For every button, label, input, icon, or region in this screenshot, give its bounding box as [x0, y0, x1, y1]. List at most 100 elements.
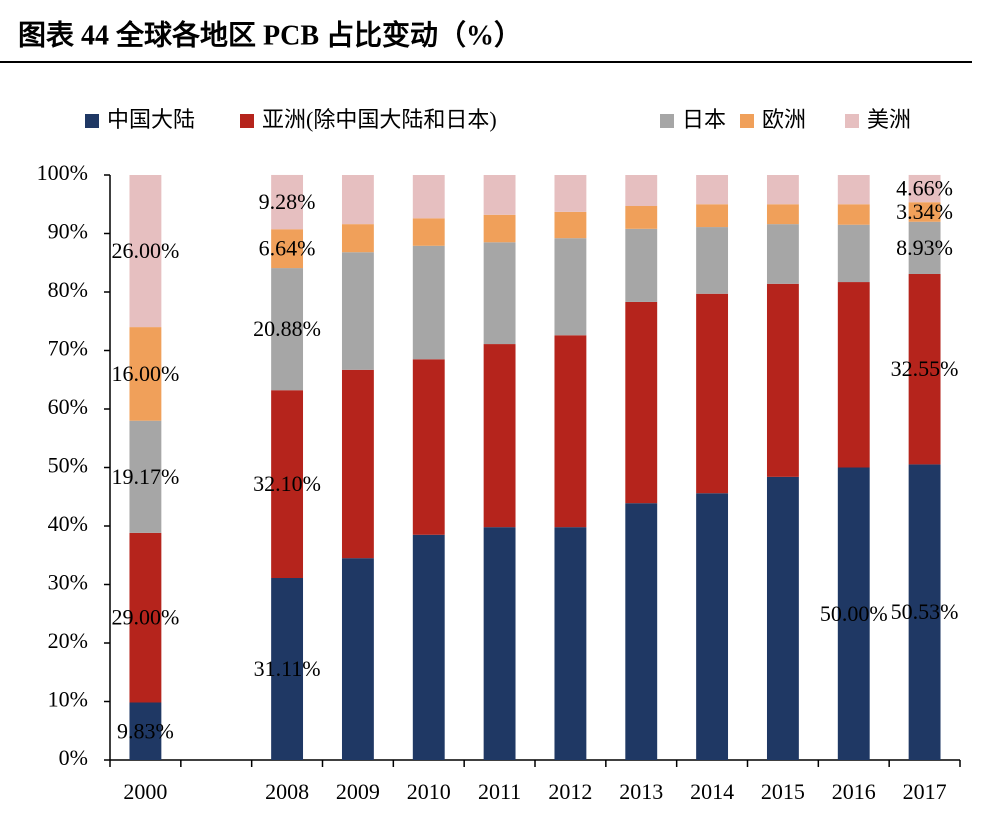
bar-segment [412, 534, 445, 760]
bar-segment [412, 218, 445, 246]
bar-segment [341, 558, 374, 760]
bar-segment [625, 301, 658, 504]
legend-swatch [740, 114, 754, 128]
x-tick-label: 2017 [903, 779, 947, 804]
x-tick-label: 2011 [478, 779, 521, 804]
chart-title: 图表 44 全球各地区 PCB 占比变动（%） [18, 18, 522, 51]
bar-segment [483, 175, 516, 215]
bar-segment [908, 174, 941, 203]
y-tick-label: 10% [48, 687, 88, 712]
bar-segment [483, 242, 516, 345]
data-label: 50.53% [891, 599, 959, 624]
bar-segment [483, 344, 516, 528]
legend-swatch [85, 114, 99, 128]
bar-segment [837, 175, 870, 205]
data-label: 31.11% [254, 656, 321, 681]
data-label: 6.64% [259, 236, 316, 261]
y-tick-label: 40% [48, 511, 88, 536]
bar-segment [696, 293, 729, 494]
x-tick-label: 2000 [123, 779, 167, 804]
bar-segment [341, 224, 374, 253]
bar-segment [412, 359, 445, 535]
x-tick-label: 2013 [619, 779, 663, 804]
bar-segment [554, 211, 587, 239]
y-tick-label: 80% [48, 277, 88, 302]
x-tick-label: 2012 [548, 779, 592, 804]
bar-segment [625, 228, 658, 302]
legend-swatch [845, 114, 859, 128]
legend-label: 日本 [682, 107, 726, 132]
x-tick-label: 2014 [690, 779, 734, 804]
bar-segment [129, 175, 162, 328]
data-label: 9.28% [259, 189, 316, 214]
bar-segment [766, 224, 799, 284]
bar-segment [129, 420, 162, 533]
bar-segment [271, 174, 304, 230]
y-tick-label: 0% [59, 745, 88, 770]
legend-swatch [660, 114, 674, 128]
bar-segment [696, 227, 729, 294]
bar-segment [554, 238, 587, 336]
legend-label: 欧洲 [762, 107, 806, 132]
bar-segment [766, 476, 799, 760]
data-label: 32.55% [891, 356, 959, 381]
x-tick-label: 2015 [761, 779, 805, 804]
legend-label: 美洲 [867, 107, 911, 132]
data-label: 19.17% [112, 464, 180, 489]
y-tick-label: 90% [48, 219, 88, 244]
bar-segment [129, 532, 162, 703]
data-label: 8.93% [896, 235, 953, 260]
legend-swatch [240, 114, 254, 128]
y-tick-label: 30% [48, 570, 88, 595]
bar-segment [766, 204, 799, 225]
legend-label: 中国大陆 [107, 107, 195, 132]
bar-segment [271, 229, 304, 269]
bar-segment [271, 390, 304, 579]
bar-segment [766, 283, 799, 477]
y-tick-label: 60% [48, 394, 88, 419]
bar-segment [341, 252, 374, 370]
bar-segment [696, 493, 729, 760]
bar-segment [625, 206, 658, 229]
bar-segment [908, 464, 941, 760]
data-label: 9.83% [117, 718, 174, 743]
bar-segment [696, 175, 729, 205]
data-label: 26.00% [112, 238, 180, 263]
bar-segment [271, 578, 304, 760]
bar-segment [625, 175, 658, 207]
x-tick-label: 2009 [336, 779, 380, 804]
bar-segment [554, 527, 587, 760]
bar-segment [412, 245, 445, 360]
bar-segment [766, 175, 799, 205]
bar-segment [837, 224, 870, 283]
bar-segment [554, 175, 587, 212]
data-label: 29.00% [112, 605, 180, 630]
bar-segment [908, 221, 941, 274]
bar-segment [908, 202, 941, 222]
bar-segment [837, 282, 870, 468]
bar-segment [837, 467, 870, 760]
bar-segment [625, 503, 658, 760]
bar-segment [908, 273, 941, 465]
y-tick-label: 70% [48, 336, 88, 361]
bar-segment [341, 175, 374, 225]
bar-segment [341, 369, 374, 559]
data-label: 3.34% [896, 199, 953, 224]
bar-segment [271, 268, 304, 391]
y-tick-label: 100% [37, 160, 88, 185]
data-label: 16.00% [112, 361, 180, 386]
data-label: 4.66% [896, 176, 953, 201]
bar-segment [412, 175, 445, 219]
data-label: 20.88% [253, 316, 321, 341]
x-tick-label: 2010 [407, 779, 451, 804]
bar-segment [483, 214, 516, 243]
y-tick-label: 50% [48, 453, 88, 478]
data-label: 32.10% [253, 471, 321, 496]
x-tick-label: 2008 [265, 779, 309, 804]
bar-segment [837, 204, 870, 225]
y-tick-label: 20% [48, 628, 88, 653]
bar-segment [129, 327, 162, 421]
x-tick-label: 2016 [832, 779, 876, 804]
